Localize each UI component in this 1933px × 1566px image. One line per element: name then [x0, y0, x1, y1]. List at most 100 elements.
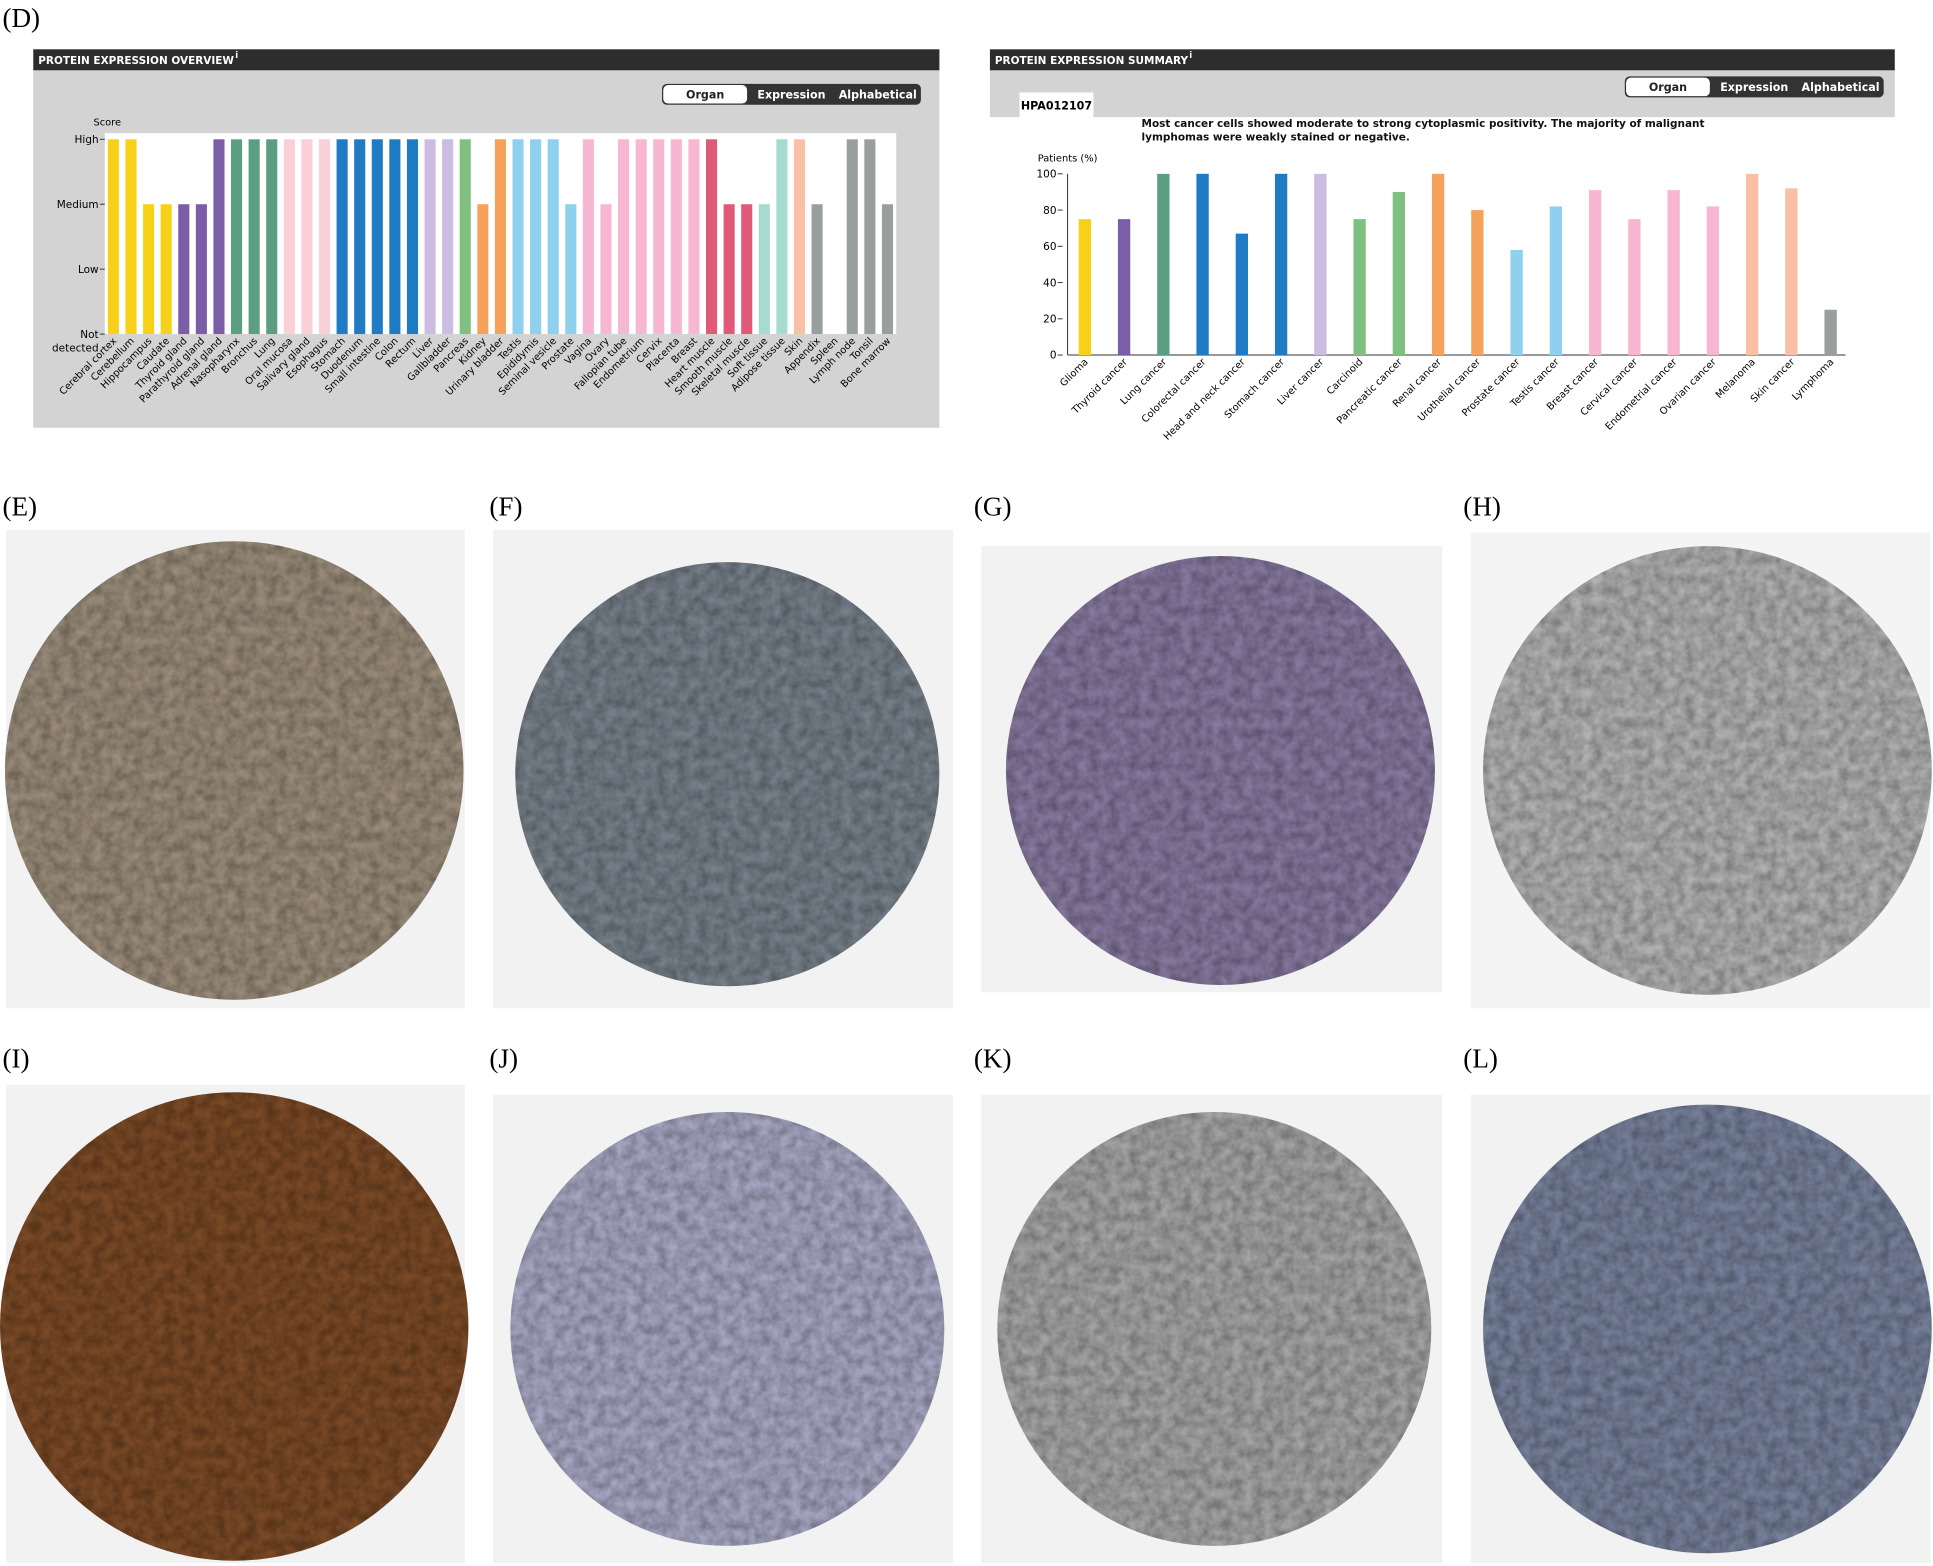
y-tick-label: 0 — [1050, 350, 1057, 362]
bar — [1314, 173, 1327, 356]
y-tick-label: 60 — [1043, 241, 1056, 253]
bar — [1471, 210, 1484, 356]
bar — [811, 204, 823, 335]
bar — [1078, 219, 1092, 356]
bar — [336, 139, 348, 335]
bar — [248, 139, 260, 335]
header-bar — [989, 49, 1895, 71]
panel-label: (G) — [974, 491, 1012, 521]
bar — [864, 139, 876, 335]
bar — [1745, 173, 1759, 356]
bar — [283, 139, 295, 335]
bar — [301, 139, 313, 335]
bar — [1549, 206, 1563, 356]
bar — [846, 139, 858, 335]
bar — [125, 139, 137, 335]
y-tick-label: Not detected — [52, 329, 99, 355]
bar — [1588, 190, 1602, 356]
bar — [494, 139, 506, 335]
bar — [670, 139, 682, 335]
bar — [195, 204, 207, 335]
panel-label: (D) — [2, 3, 40, 33]
y-tick-label: Low — [78, 264, 99, 276]
bar — [1510, 249, 1523, 356]
bar — [1392, 191, 1406, 356]
bar — [530, 139, 542, 335]
bar — [565, 204, 577, 335]
tissue-core — [997, 1111, 1432, 1546]
bar — [1235, 233, 1249, 356]
bar — [688, 139, 700, 335]
bar — [1667, 190, 1680, 356]
panel-title: PROTEIN EXPRESSION OVERVIEW — [38, 55, 234, 67]
panel-label: (K) — [974, 1044, 1012, 1074]
bar — [618, 139, 630, 335]
bar — [424, 139, 436, 335]
panel-label: (F) — [489, 491, 522, 521]
y-axis-label: Patients (%) — [1038, 153, 1098, 164]
bar — [741, 204, 753, 335]
bar — [442, 139, 454, 335]
panel-title: PROTEIN EXPRESSION SUMMARY — [995, 55, 1189, 67]
bar — [1274, 173, 1288, 356]
bar — [723, 204, 735, 335]
bar — [231, 139, 243, 335]
bar — [318, 139, 331, 335]
bar — [459, 139, 471, 335]
antibody-tab: HPA012107 — [1021, 100, 1092, 113]
bar — [635, 139, 647, 335]
tissue-core — [510, 1111, 945, 1546]
y-axis-label: Score — [93, 118, 121, 129]
tissue-core — [515, 562, 940, 987]
y-tick-label: 100 — [1037, 169, 1057, 181]
button[interactable]: Alphabetical — [839, 89, 917, 102]
bar — [881, 204, 894, 335]
bar — [582, 139, 594, 335]
bar — [1706, 206, 1720, 356]
bar — [758, 204, 770, 335]
y-tick-label: Medium — [57, 199, 99, 211]
button-selected — [663, 85, 748, 104]
bar — [600, 204, 612, 335]
bar — [512, 139, 524, 335]
button[interactable]: Organ — [1649, 81, 1687, 94]
bar — [477, 204, 489, 335]
button[interactable]: Alphabetical — [1802, 81, 1880, 94]
tissue-core — [0, 1092, 469, 1561]
bar — [143, 204, 155, 335]
bar — [354, 139, 366, 335]
button[interactable]: Expression — [757, 89, 825, 102]
panel-label: (I) — [2, 1044, 29, 1074]
bar — [1785, 188, 1798, 356]
y-tick-label: 80 — [1043, 205, 1056, 217]
bar — [371, 139, 383, 335]
bar — [178, 204, 190, 335]
bar — [160, 204, 172, 335]
y-tick-label: 20 — [1043, 313, 1056, 325]
tissue-core — [1005, 555, 1435, 985]
bar — [653, 139, 665, 335]
bar — [1117, 219, 1131, 356]
panel-label: (J) — [489, 1044, 518, 1074]
bar — [1157, 173, 1170, 356]
tab — [1019, 92, 1094, 119]
bar — [213, 139, 225, 335]
bar — [406, 139, 419, 335]
panel-label: (E) — [2, 491, 37, 521]
tissue-core — [4, 541, 464, 1000]
bar — [793, 139, 806, 335]
panel-label: (L) — [1463, 1044, 1498, 1074]
bar — [1628, 219, 1641, 356]
description-box: Most cancer cells showed moderate to str… — [1142, 118, 1705, 144]
button[interactable]: Expression — [1720, 81, 1788, 94]
tissue-core — [1483, 546, 1932, 995]
header-bar — [33, 49, 940, 71]
tissue-core — [1483, 1104, 1932, 1554]
panel-label: (H) — [1463, 491, 1501, 521]
info-mark: i — [235, 51, 238, 61]
bar — [1431, 173, 1445, 356]
bar — [389, 139, 401, 335]
button[interactable]: Organ — [686, 89, 724, 102]
bar — [1353, 219, 1366, 356]
